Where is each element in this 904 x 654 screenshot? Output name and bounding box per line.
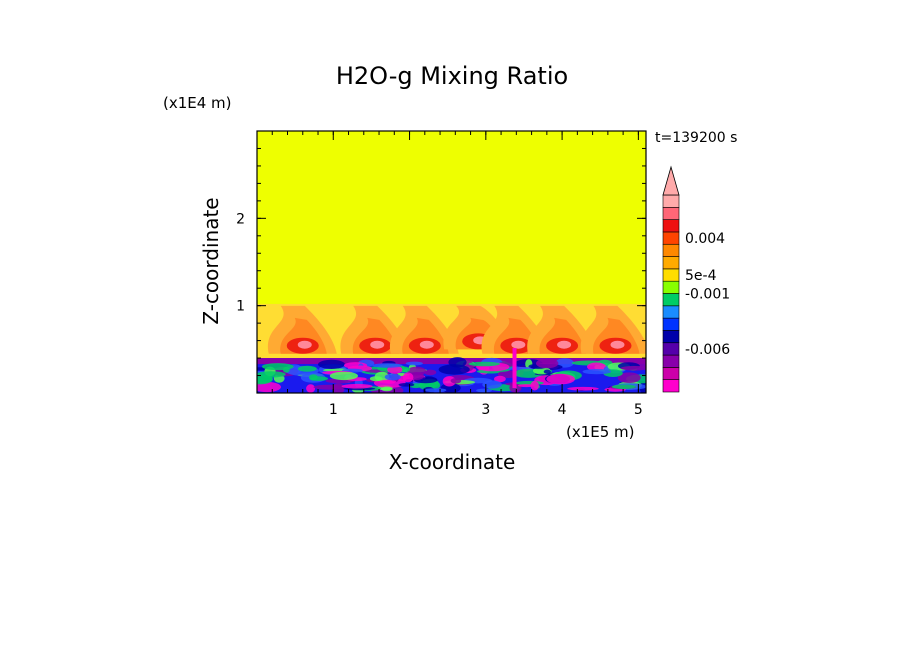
layer-patch: [306, 384, 316, 393]
lower-layer: [257, 348, 646, 393]
layer-patch: [318, 359, 345, 369]
colorbar: 0.004 5e-4 -0.001 -0.006: [662, 165, 730, 393]
layer-spike: [512, 348, 517, 389]
colorbar-bin: [662, 280, 680, 294]
layer-patch: [468, 361, 500, 367]
layer-patch: [476, 388, 492, 393]
layer-patch: [582, 369, 612, 375]
plume-peak: [297, 340, 312, 349]
colorbar-bin: [662, 207, 680, 220]
layer-patch: [517, 384, 535, 388]
plume-peak: [610, 340, 625, 349]
colorbar-bin: [662, 293, 680, 307]
colorbar-label: -0.001: [685, 287, 730, 303]
colorbar-bin: [662, 268, 680, 282]
chart-title: H2O-g Mixing Ratio: [336, 62, 568, 90]
plume-peak: [511, 340, 526, 349]
layer-patch: [308, 374, 318, 381]
layer-patch: [611, 384, 636, 390]
y-tick-label: 2: [236, 211, 245, 227]
layer-patch: [530, 380, 539, 391]
layer-patch: [402, 372, 414, 383]
layer-patch: [448, 357, 467, 368]
layer-patch: [450, 378, 462, 384]
x-axis-title: X-coordinate: [389, 450, 516, 474]
layer-patch: [620, 366, 646, 371]
layer-patch: [405, 361, 423, 366]
layer-patch: [617, 372, 641, 384]
layer-patch: [384, 373, 401, 381]
layer-patch: [536, 358, 559, 369]
colorbar-bin: [662, 342, 680, 356]
layer-patch: [398, 383, 415, 387]
layer-patch: [329, 371, 358, 381]
layer-patch: [378, 379, 397, 384]
plume-peak: [557, 340, 572, 349]
x-tick-label: 3: [481, 402, 490, 418]
layer-patch: [567, 386, 599, 391]
layer-patch: [587, 362, 606, 371]
y-unit-label: (x1E4 m): [163, 94, 232, 112]
colorbar-arrow: [662, 165, 680, 196]
colorbar-bin: [662, 354, 680, 368]
plume-peak: [370, 340, 385, 349]
colorbar-label: 0.004: [685, 231, 725, 247]
layer-patch: [257, 381, 281, 393]
colorbar-bin: [662, 231, 680, 245]
y-axis-title: Z-coordinate: [199, 197, 223, 324]
x-tick-label: 1: [329, 402, 338, 418]
plot-frame: [256, 130, 647, 394]
colorbar-bin: [662, 256, 680, 270]
y-tick-label: 1: [236, 299, 245, 315]
layer-patch: [341, 383, 373, 389]
layer-patch: [424, 369, 437, 376]
colorbar-label: -0.006: [685, 342, 730, 358]
colorbar-bin: [662, 194, 680, 208]
colorbar-bin: [662, 305, 680, 319]
layer-patch: [381, 386, 393, 392]
colorbar-bin: [662, 330, 680, 344]
heatmap-field: [257, 131, 646, 393]
layer-patch: [313, 384, 345, 390]
time-label: t=139200 s: [655, 130, 737, 146]
x-tick-label: 4: [558, 402, 567, 418]
layer-patch: [372, 363, 403, 368]
plume: [527, 305, 597, 354]
colorbar-bin: [662, 317, 680, 331]
plot-area: [257, 131, 646, 393]
colorbar-bin: [662, 367, 680, 380]
x-tick-label: 5: [634, 402, 643, 418]
plume: [580, 305, 646, 354]
layer-patch: [297, 365, 317, 372]
layer-patch: [438, 364, 470, 375]
colorbar-bin: [662, 379, 680, 393]
colorbar-bin: [662, 219, 680, 233]
colorbar-label: 5e-4: [685, 268, 717, 284]
layer-patch: [257, 374, 272, 384]
layer-patch: [424, 388, 447, 393]
layer-patch: [546, 373, 575, 385]
plume: [390, 305, 459, 354]
layer-patch: [543, 369, 551, 374]
plume: [267, 305, 337, 354]
layer-patch: [494, 375, 506, 383]
plume-peak: [419, 340, 434, 349]
x-unit-label: (x1E5 m): [566, 423, 635, 441]
axes: 1 2 3 4 5 1 2: [236, 130, 647, 418]
x-tick-label: 2: [405, 402, 414, 418]
layer-patch: [374, 371, 390, 382]
layer-patch: [261, 363, 294, 371]
layer-patch: [482, 380, 502, 389]
colorbar-bin: [662, 243, 680, 257]
